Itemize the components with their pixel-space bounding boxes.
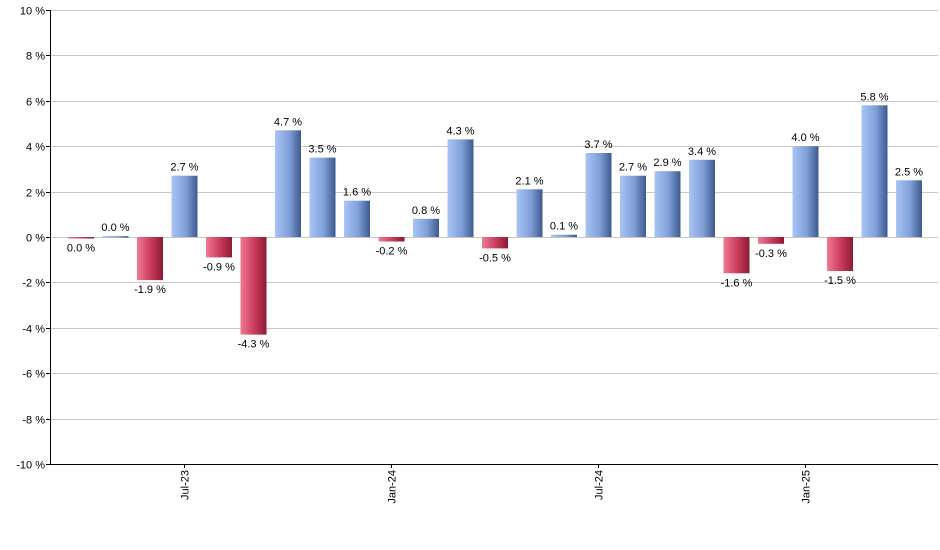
bar <box>413 218 439 237</box>
bar <box>482 237 508 249</box>
y-tick-label: -4 % <box>22 324 45 336</box>
bar <box>137 237 163 281</box>
y-tick-label: -8 % <box>22 415 45 427</box>
bar-data-label: 0.1 % <box>550 221 578 233</box>
bar <box>68 237 94 239</box>
bar-data-label: 0.8 % <box>412 205 440 217</box>
bar <box>309 157 336 237</box>
y-tick-label: 0 % <box>26 233 45 245</box>
y-tick-label: 10 % <box>20 6 45 18</box>
x-tick-label: Jan-24 <box>387 470 399 504</box>
bar-data-label: -1.9 % <box>134 284 166 296</box>
bar <box>896 180 922 238</box>
x-tick-label: Jan-25 <box>801 470 813 504</box>
bar-data-label: -4.3 % <box>238 339 270 351</box>
x-tick-label: Jul-24 <box>594 470 606 500</box>
y-tick-label: -6 % <box>22 369 45 381</box>
axes: 10 % 8 % 6 % 4 % 2 % 0 % -2 % -4 % -6 % -8 % -10 %… <box>16 6 938 504</box>
bar <box>827 237 853 271</box>
bar-data-label: 2.7 % <box>619 162 647 174</box>
bar-data-label: 0.0 % <box>101 222 129 234</box>
bar <box>585 153 612 237</box>
bar-data-label: -1.5 % <box>824 275 856 287</box>
bar-data-label: 1.6 % <box>343 187 371 199</box>
bar <box>792 146 819 237</box>
bar-data-label: 2.1 % <box>515 175 543 187</box>
bar-data-label: 2.9 % <box>653 157 681 169</box>
y-tick-label: -10 % <box>16 460 45 472</box>
bar <box>723 237 750 274</box>
y-tick-label: 2 % <box>26 188 45 200</box>
bar-data-label: 5.8 % <box>860 91 888 103</box>
bar-data-label: 3.4 % <box>688 146 716 158</box>
bar-data-label: 2.7 % <box>170 162 198 174</box>
bar-data-label: 3.7 % <box>584 139 612 151</box>
x-tick-label: Jul-23 <box>180 470 192 500</box>
bar-data-label: -0.5 % <box>479 252 511 264</box>
bar-data-label: 4.3 % <box>446 125 474 137</box>
bar-data-label: 3.5 % <box>308 144 336 156</box>
bar <box>344 200 370 237</box>
bars <box>68 105 922 335</box>
y-tick-label: 4 % <box>26 142 45 154</box>
bar <box>516 189 543 237</box>
y-tick-label: 6 % <box>26 97 45 109</box>
bar <box>551 234 577 237</box>
bar-data-label: -0.2 % <box>376 246 408 258</box>
bar <box>758 237 784 244</box>
y-tick-label: -2 % <box>22 278 45 290</box>
data-labels: 0.0 % 0.0 % -1.9 % 2.7 % -0.9 % -4.3 % 4.7 % 3.… <box>67 91 923 350</box>
bar <box>620 175 646 237</box>
bar-data-label: 2.5 % <box>895 166 923 178</box>
bar <box>171 175 198 237</box>
bar-data-label: 4.0 % <box>791 132 819 144</box>
bar <box>240 237 267 335</box>
bar <box>654 171 681 237</box>
bar <box>378 237 405 242</box>
bar <box>861 105 888 237</box>
bar <box>689 159 715 237</box>
bar <box>275 130 301 237</box>
bar <box>102 236 129 238</box>
bar <box>447 139 474 237</box>
bar-data-label: -0.9 % <box>203 261 235 273</box>
bar <box>206 237 232 258</box>
bar-data-label: -1.6 % <box>721 277 753 289</box>
bar-data-label: -0.3 % <box>755 248 787 260</box>
bar-data-label: 4.7 % <box>274 116 302 128</box>
y-tick-label: 8 % <box>26 51 45 63</box>
bar-data-label: 0.0 % <box>67 243 95 255</box>
